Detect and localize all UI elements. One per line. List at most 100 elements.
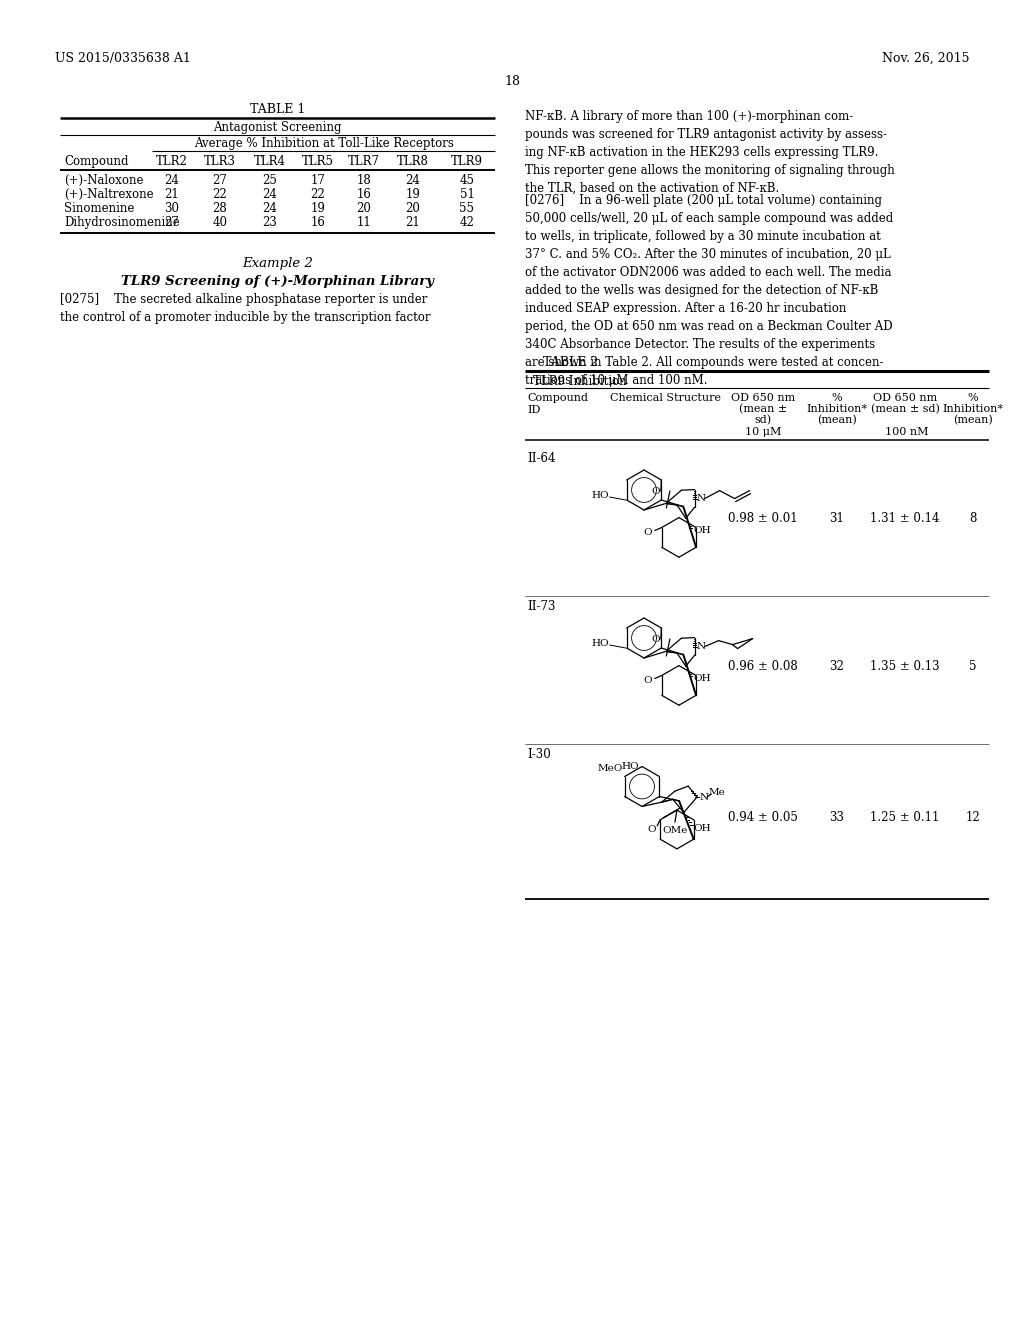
Text: N: N xyxy=(700,792,710,801)
Text: 0.96 ± 0.08: 0.96 ± 0.08 xyxy=(728,660,798,672)
Text: 0.98 ± 0.01: 0.98 ± 0.01 xyxy=(728,511,798,524)
Text: OD 650 nm: OD 650 nm xyxy=(872,393,937,403)
Text: 0.94 ± 0.05: 0.94 ± 0.05 xyxy=(728,810,798,824)
Text: 27: 27 xyxy=(213,174,227,187)
Text: [0276]    In a 96-well plate (200 μL total volume) containing
50,000 cells/well,: [0276] In a 96-well plate (200 μL total … xyxy=(525,194,893,387)
Text: II-73: II-73 xyxy=(527,601,555,612)
Text: TLR9 Inhibition: TLR9 Inhibition xyxy=(534,375,627,388)
Text: 100 nM: 100 nM xyxy=(886,426,929,437)
Text: 55: 55 xyxy=(460,202,474,215)
Text: ID: ID xyxy=(527,405,541,414)
Text: 45: 45 xyxy=(460,174,474,187)
Text: NF-κB. A library of more than 100 (+)-morphinan com-
pounds was screened for TLR: NF-κB. A library of more than 100 (+)-mo… xyxy=(525,110,895,195)
Text: 27: 27 xyxy=(165,216,179,228)
Text: Inhibition*: Inhibition* xyxy=(807,404,867,414)
Text: 19: 19 xyxy=(406,187,421,201)
Text: 10 μM: 10 μM xyxy=(744,426,781,437)
Text: HO: HO xyxy=(591,491,608,499)
Text: 33: 33 xyxy=(829,810,845,824)
Text: TLR9 Screening of (+)-Morphinan Library: TLR9 Screening of (+)-Morphinan Library xyxy=(121,275,434,288)
Text: 19: 19 xyxy=(310,202,326,215)
Text: O: O xyxy=(651,487,660,495)
Text: N: N xyxy=(696,494,706,503)
Text: 18: 18 xyxy=(504,75,520,88)
Text: 20: 20 xyxy=(406,202,421,215)
Text: O: O xyxy=(651,635,660,644)
Text: Compound: Compound xyxy=(63,154,128,168)
Text: 16: 16 xyxy=(310,216,326,228)
Text: 30: 30 xyxy=(165,202,179,215)
Text: O: O xyxy=(648,825,656,834)
Text: I-30: I-30 xyxy=(527,748,551,762)
Text: TABLE 1: TABLE 1 xyxy=(250,103,305,116)
Text: 1.31 ± 0.14: 1.31 ± 0.14 xyxy=(870,511,940,524)
Text: Inhibition*: Inhibition* xyxy=(942,404,1004,414)
Text: 42: 42 xyxy=(460,216,474,228)
Text: 17: 17 xyxy=(310,174,326,187)
Text: TLR4: TLR4 xyxy=(254,154,286,168)
Text: %: % xyxy=(831,393,843,403)
Text: (+)-Naltrexone: (+)-Naltrexone xyxy=(63,187,154,201)
Text: TLR7: TLR7 xyxy=(348,154,380,168)
Text: (mean ±: (mean ± xyxy=(739,404,787,414)
Text: 51: 51 xyxy=(460,187,474,201)
Text: O: O xyxy=(643,528,652,537)
Text: 24: 24 xyxy=(406,174,421,187)
Text: 28: 28 xyxy=(213,202,227,215)
Text: 32: 32 xyxy=(829,660,845,672)
Text: Chemical Structure: Chemical Structure xyxy=(610,393,722,403)
Text: 16: 16 xyxy=(356,187,372,201)
Text: (mean ± sd): (mean ± sd) xyxy=(870,404,939,414)
Text: Dihydrosinomenine: Dihydrosinomenine xyxy=(63,216,180,228)
Text: OH: OH xyxy=(694,824,712,833)
Text: OH: OH xyxy=(694,525,712,535)
Text: 1.35 ± 0.13: 1.35 ± 0.13 xyxy=(870,660,940,672)
Text: 18: 18 xyxy=(356,174,372,187)
Text: sd): sd) xyxy=(755,414,771,425)
Text: 21: 21 xyxy=(406,216,421,228)
Text: HO: HO xyxy=(622,762,639,771)
Text: 20: 20 xyxy=(356,202,372,215)
Text: Nov. 26, 2015: Nov. 26, 2015 xyxy=(882,51,969,65)
Text: 24: 24 xyxy=(165,174,179,187)
Text: 22: 22 xyxy=(213,187,227,201)
Text: 5: 5 xyxy=(970,660,977,672)
Text: 1.25 ± 0.11: 1.25 ± 0.11 xyxy=(870,810,940,824)
Text: OMe: OMe xyxy=(663,826,687,836)
Text: TLR8: TLR8 xyxy=(397,154,429,168)
Text: N: N xyxy=(696,642,706,651)
Text: 22: 22 xyxy=(310,187,326,201)
Text: US 2015/0335638 A1: US 2015/0335638 A1 xyxy=(55,51,190,65)
Text: Example 2: Example 2 xyxy=(242,257,313,271)
Text: (mean): (mean) xyxy=(953,414,993,425)
Text: Compound: Compound xyxy=(527,393,588,403)
Text: (+)-Naloxone: (+)-Naloxone xyxy=(63,174,143,187)
Text: 23: 23 xyxy=(262,216,278,228)
Text: 24: 24 xyxy=(262,202,278,215)
Text: 21: 21 xyxy=(165,187,179,201)
Text: TLR5: TLR5 xyxy=(302,154,334,168)
Text: Antagonist Screening: Antagonist Screening xyxy=(213,121,342,135)
Text: Me: Me xyxy=(709,788,726,796)
Text: [0275]    The secreted alkaline phosphatase reporter is under
the control of a p: [0275] The secreted alkaline phosphatase… xyxy=(60,293,430,323)
Text: 11: 11 xyxy=(356,216,372,228)
Text: 12: 12 xyxy=(966,810,980,824)
Text: 24: 24 xyxy=(262,187,278,201)
Text: TLR3: TLR3 xyxy=(204,154,236,168)
Text: HO: HO xyxy=(591,639,608,648)
Text: TLR9: TLR9 xyxy=(451,154,483,168)
Text: II-64: II-64 xyxy=(527,451,555,465)
Text: OD 650 nm: OD 650 nm xyxy=(731,393,795,403)
Text: TLR2: TLR2 xyxy=(156,154,188,168)
Text: MeO: MeO xyxy=(597,764,623,774)
Text: 40: 40 xyxy=(213,216,227,228)
Text: %: % xyxy=(968,393,978,403)
Text: Average % Inhibition at Toll-Like Receptors: Average % Inhibition at Toll-Like Recept… xyxy=(194,137,454,150)
Text: OH: OH xyxy=(694,673,712,682)
Text: 31: 31 xyxy=(829,511,845,524)
Text: TABLE 2: TABLE 2 xyxy=(543,356,598,370)
Text: 8: 8 xyxy=(970,511,977,524)
Text: 25: 25 xyxy=(262,174,278,187)
Text: O: O xyxy=(643,676,652,685)
Text: (mean): (mean) xyxy=(817,414,857,425)
